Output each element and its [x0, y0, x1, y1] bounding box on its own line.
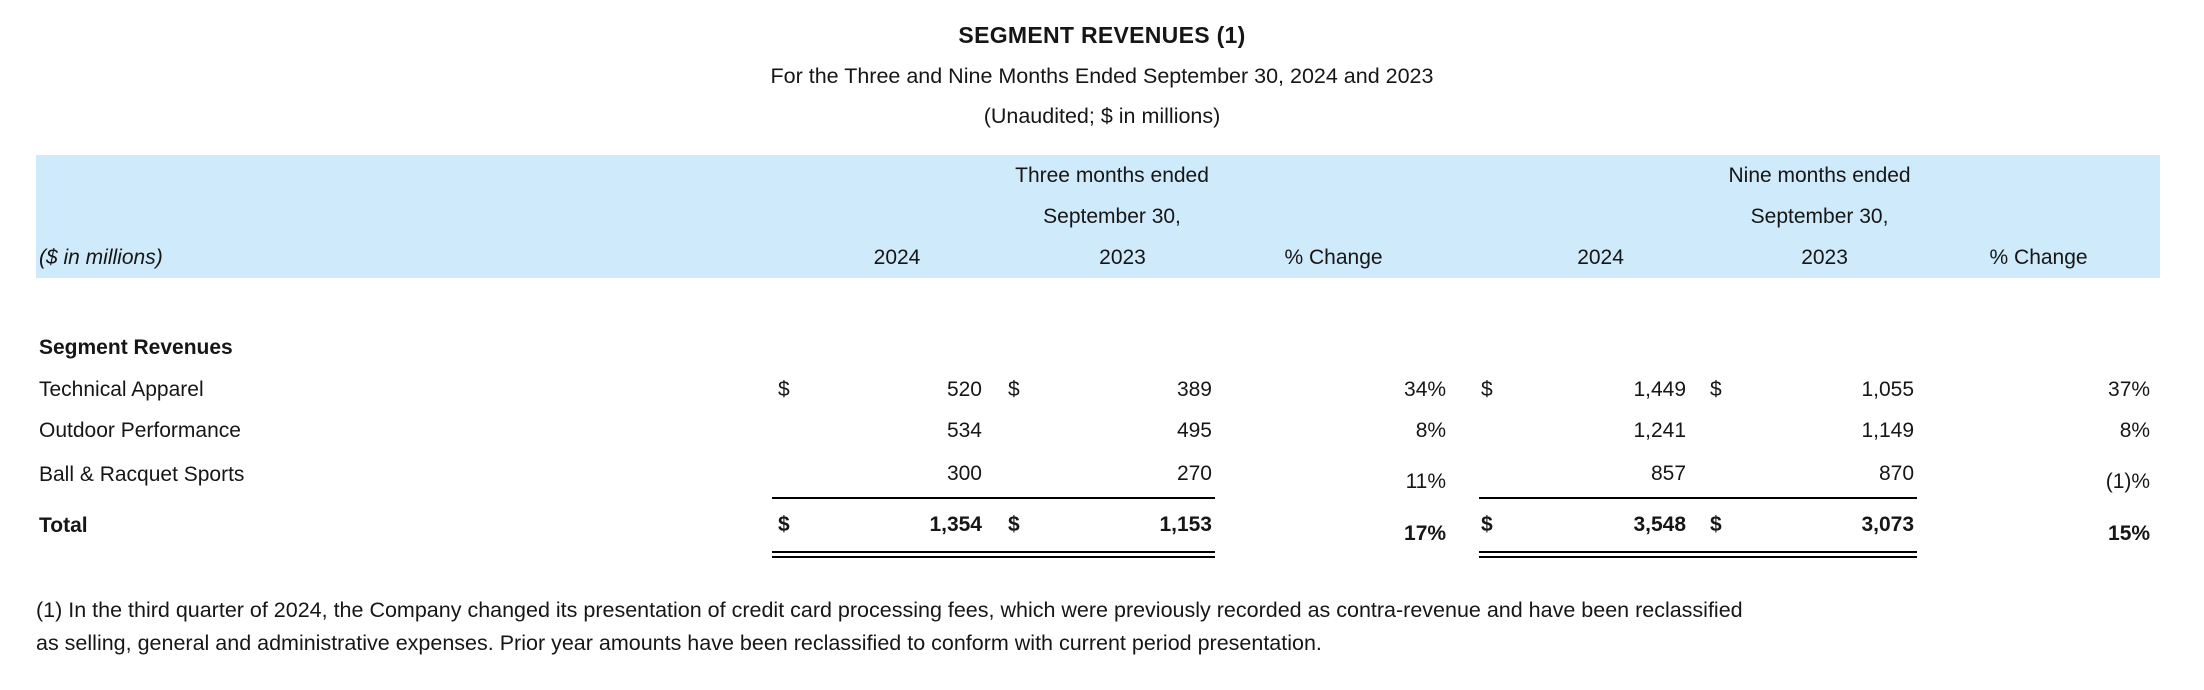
- nm-2024-dollar-sign: $: [1481, 377, 1493, 401]
- tm-2024-value: 520: [946, 377, 982, 401]
- tm-change-total: 17%: [1404, 521, 1447, 545]
- header-empty-cell: [1692, 237, 1733, 278]
- tm-2024-dollar-sign: $: [772, 497, 806, 558]
- footnote-line-2: as selling, general and administrative e…: [36, 630, 1322, 655]
- tm-2023-value: 389: [1176, 377, 1212, 401]
- corner-label: ($ in millions): [36, 237, 772, 278]
- nm-2024-value: 1,449: [1633, 377, 1687, 401]
- tm-2023-dollar-sign: $: [988, 497, 1030, 558]
- nm-2023-dollar-sign: $: [1692, 497, 1733, 558]
- header-empty-cell: [1479, 237, 1510, 278]
- footnote: (1) In the third quarter of 2024, the Co…: [36, 594, 2160, 660]
- nm-2023-value: 1,055: [1861, 377, 1915, 401]
- header-empty-cell: [772, 237, 806, 278]
- section-header-row: Segment Revenues: [36, 328, 2160, 368]
- col-header-nm-2024: 2024: [1509, 237, 1693, 278]
- three-months-group-header: Three months ended: [772, 155, 1453, 197]
- header-gap-cell: [1452, 197, 1480, 237]
- segment-revenues-table: Three months ended Nine months ended Sep…: [36, 155, 2161, 558]
- col-header-tm-2023: 2023: [1030, 237, 1215, 278]
- three-months-date-header: September 30,: [772, 197, 1453, 237]
- table-header-band: Three months ended Nine months ended Sep…: [36, 155, 2161, 278]
- col-header-nm-2023: 2023: [1732, 237, 1918, 278]
- tm-2023-dollar-sign: [988, 451, 1030, 498]
- nm-2024-dollar-sign: [1479, 411, 1509, 451]
- tm-2024-dollar-sign: $: [778, 377, 790, 401]
- nm-change-value: 8%: [2119, 419, 2151, 442]
- header-empty-cell: [36, 155, 772, 197]
- tm-change-value: 34%: [1404, 377, 1447, 401]
- total-label: Total: [39, 514, 88, 537]
- col-header-tm-2024: 2024: [806, 237, 988, 278]
- tm-2024-value: 534: [946, 419, 982, 442]
- row-label: Ball & Racquet Sports: [39, 462, 245, 486]
- tm-change-value: 11%: [1405, 470, 1447, 493]
- header-row-columns: ($ in millions) 2024 2023 % Change 2024 …: [36, 237, 2161, 278]
- nm-2023-total: 3,073: [1732, 497, 1918, 558]
- tm-2023-total: 1,153: [1030, 497, 1215, 558]
- nm-change-value: (1)%: [2105, 470, 2151, 493]
- nm-2023-dollar-sign: $: [1710, 377, 1722, 401]
- row-label: Technical Apparel: [39, 377, 204, 401]
- nm-change-total: 15%: [2108, 521, 2151, 545]
- tm-2024-dollar-sign: [772, 451, 806, 498]
- nm-2024-value: 857: [1651, 462, 1687, 485]
- page-subtitle-period: For the Three and Nine Months Ended Sept…: [770, 64, 1434, 88]
- nm-change-value: 37%: [2108, 377, 2151, 401]
- tm-2024-value: 300: [946, 462, 982, 485]
- nm-2023-value: 870: [1879, 462, 1915, 485]
- page-title: SEGMENT REVENUES (1): [958, 22, 1246, 48]
- nine-months-date-header: September 30,: [1479, 197, 2161, 237]
- tm-change-value: 8%: [1415, 419, 1447, 442]
- row-total: Total $ 1,354 $ 1,153 17% $ 3,548 $ 3,07…: [36, 497, 2160, 558]
- tm-2024-total: 1,354: [806, 497, 988, 558]
- nm-2023-dollar-sign: [1692, 411, 1732, 451]
- section-label: Segment Revenues: [39, 336, 233, 359]
- nm-2024-total: 3,548: [1509, 497, 1693, 558]
- tm-2024-dollar-sign: [772, 411, 806, 451]
- tm-2023-value: 495: [1176, 419, 1212, 442]
- tm-2023-dollar-sign: $: [1008, 377, 1020, 401]
- spacer-row: [36, 278, 2160, 328]
- row-label: Outdoor Performance: [39, 419, 241, 442]
- header-row-period: Three months ended Nine months ended: [36, 155, 2161, 197]
- nine-months-group-header: Nine months ended: [1479, 155, 2161, 197]
- nm-2024-value: 1,241: [1633, 419, 1687, 442]
- header-empty-cell: [988, 237, 1030, 278]
- nm-2023-value: 1,149: [1861, 419, 1915, 442]
- document-header: SEGMENT REVENUES (1) For the Three and N…: [0, 0, 2204, 129]
- row-outdoor-performance: Outdoor Performance 534 495 8% 1,241 1,1…: [36, 411, 2160, 451]
- col-header-nm-change: % Change: [1917, 237, 2161, 278]
- footnote-line-1: (1) In the third quarter of 2024, the Co…: [36, 597, 1743, 622]
- nm-2023-dollar-sign: [1692, 451, 1732, 498]
- nm-2024-dollar-sign: [1479, 451, 1509, 498]
- tm-2023-value: 270: [1176, 462, 1212, 485]
- page-subtitle-unaudited: (Unaudited; $ in millions): [983, 104, 1221, 128]
- tm-2023-dollar-sign: [988, 411, 1030, 451]
- header-empty-cell: [36, 197, 772, 237]
- col-header-tm-change: % Change: [1215, 237, 1453, 278]
- header-row-date: September 30, September 30,: [36, 197, 2161, 237]
- header-gap-cell: [1452, 237, 1480, 278]
- nm-2024-dollar-sign: $: [1479, 497, 1510, 558]
- row-ball-racquet-sports: Ball & Racquet Sports 300 270 11% 857 87…: [36, 451, 2160, 498]
- header-gap-cell: [1452, 155, 1480, 197]
- row-technical-apparel: Technical Apparel $ 520 $ 389 34% $ 1,44…: [36, 368, 2160, 411]
